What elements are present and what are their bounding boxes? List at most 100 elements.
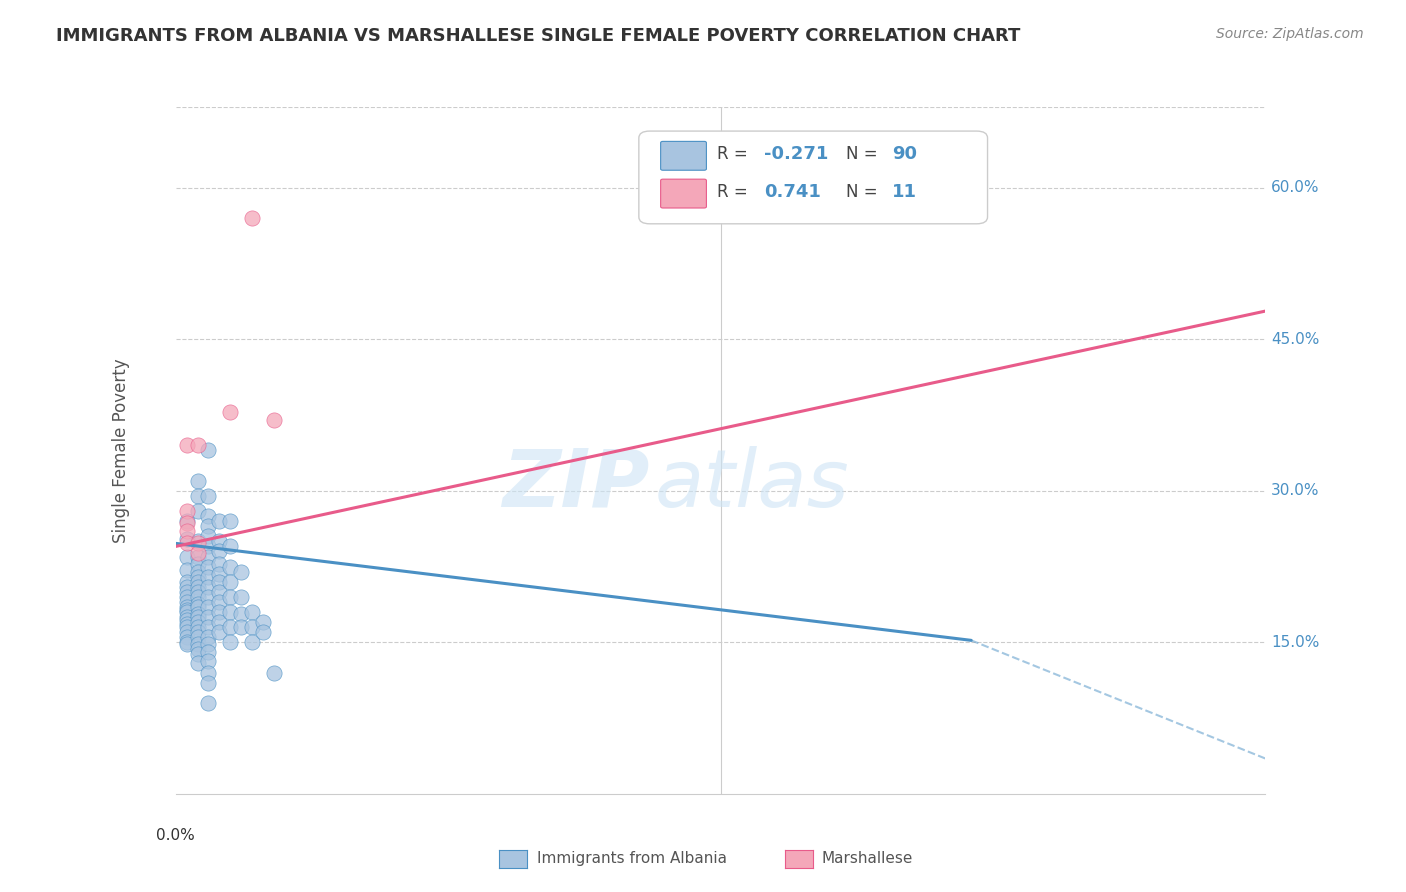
Point	[186, 620, 209, 634]
Point	[176, 563, 198, 577]
Point	[219, 405, 242, 419]
Point	[208, 595, 231, 609]
Point	[186, 637, 209, 651]
Point	[176, 635, 198, 649]
Point	[219, 540, 242, 554]
Point	[240, 635, 263, 649]
Point	[197, 645, 219, 659]
Point	[208, 544, 231, 558]
Point	[197, 549, 219, 564]
Point	[197, 630, 219, 644]
Point	[176, 438, 198, 452]
Point	[208, 615, 231, 630]
Text: Immigrants from Albania: Immigrants from Albania	[537, 852, 727, 866]
Point	[219, 559, 242, 574]
Point	[219, 605, 242, 619]
Point	[186, 600, 209, 615]
Point	[197, 570, 219, 584]
Point	[176, 605, 198, 619]
Point	[197, 559, 219, 574]
Point	[208, 625, 231, 640]
Point	[186, 438, 209, 452]
Point	[176, 595, 198, 609]
Point	[186, 549, 209, 564]
Point	[208, 574, 231, 589]
FancyBboxPatch shape	[638, 131, 987, 224]
Point	[186, 630, 209, 644]
Point	[186, 546, 209, 561]
Point	[176, 617, 198, 632]
Point	[186, 565, 209, 579]
Point	[186, 656, 209, 670]
Point	[176, 536, 198, 550]
Point	[186, 590, 209, 604]
Point	[263, 413, 285, 427]
Point	[219, 590, 242, 604]
Point	[208, 557, 231, 571]
Point	[231, 607, 253, 621]
Point	[197, 519, 219, 533]
Point	[197, 529, 219, 543]
Point	[208, 605, 231, 619]
Point	[186, 557, 209, 571]
Point	[186, 615, 209, 630]
Point	[186, 642, 209, 657]
Text: N =: N =	[846, 145, 883, 163]
Point	[176, 625, 198, 640]
Text: 0.741: 0.741	[765, 183, 821, 202]
Point	[176, 590, 198, 604]
Text: Marshallese: Marshallese	[821, 852, 912, 866]
Text: 11: 11	[891, 183, 917, 202]
Point	[197, 540, 219, 554]
Point	[186, 489, 209, 503]
Point	[176, 524, 198, 539]
Point	[186, 570, 209, 584]
Point	[186, 597, 209, 611]
Point	[240, 211, 263, 226]
Text: 60.0%: 60.0%	[1271, 180, 1319, 195]
Point	[186, 536, 209, 550]
Point	[197, 580, 219, 594]
Point	[263, 665, 285, 680]
Point	[186, 585, 209, 599]
Point	[197, 637, 219, 651]
Text: 0.0%: 0.0%	[156, 828, 195, 843]
Point	[208, 534, 231, 549]
Text: R =: R =	[717, 145, 754, 163]
Point	[176, 514, 198, 528]
Point	[208, 514, 231, 528]
Point	[186, 574, 209, 589]
Point	[186, 610, 209, 624]
Point	[231, 590, 253, 604]
Point	[176, 613, 198, 627]
Point	[252, 625, 274, 640]
Text: 30.0%: 30.0%	[1271, 483, 1319, 499]
Point	[252, 615, 274, 630]
Point	[176, 630, 198, 644]
Point	[176, 620, 198, 634]
Point	[186, 504, 209, 518]
Point	[219, 574, 242, 589]
Point	[231, 565, 253, 579]
Text: 45.0%: 45.0%	[1271, 332, 1319, 347]
FancyBboxPatch shape	[661, 141, 706, 170]
Point	[240, 620, 263, 634]
FancyBboxPatch shape	[661, 179, 706, 208]
Point	[197, 509, 219, 524]
Point	[176, 580, 198, 594]
Point	[186, 534, 209, 549]
Point	[197, 443, 219, 458]
Point	[219, 514, 242, 528]
Point	[197, 620, 219, 634]
Point	[176, 533, 198, 547]
Point	[176, 585, 198, 599]
Text: N =: N =	[846, 183, 883, 202]
Point	[176, 603, 198, 617]
Point	[197, 600, 219, 615]
Point	[208, 585, 231, 599]
Text: atlas: atlas	[655, 446, 851, 524]
Point	[219, 620, 242, 634]
Text: R =: R =	[717, 183, 754, 202]
Text: IMMIGRANTS FROM ALBANIA VS MARSHALLESE SINGLE FEMALE POVERTY CORRELATION CHART: IMMIGRANTS FROM ALBANIA VS MARSHALLESE S…	[56, 27, 1021, 45]
Text: -0.271: -0.271	[765, 145, 828, 163]
